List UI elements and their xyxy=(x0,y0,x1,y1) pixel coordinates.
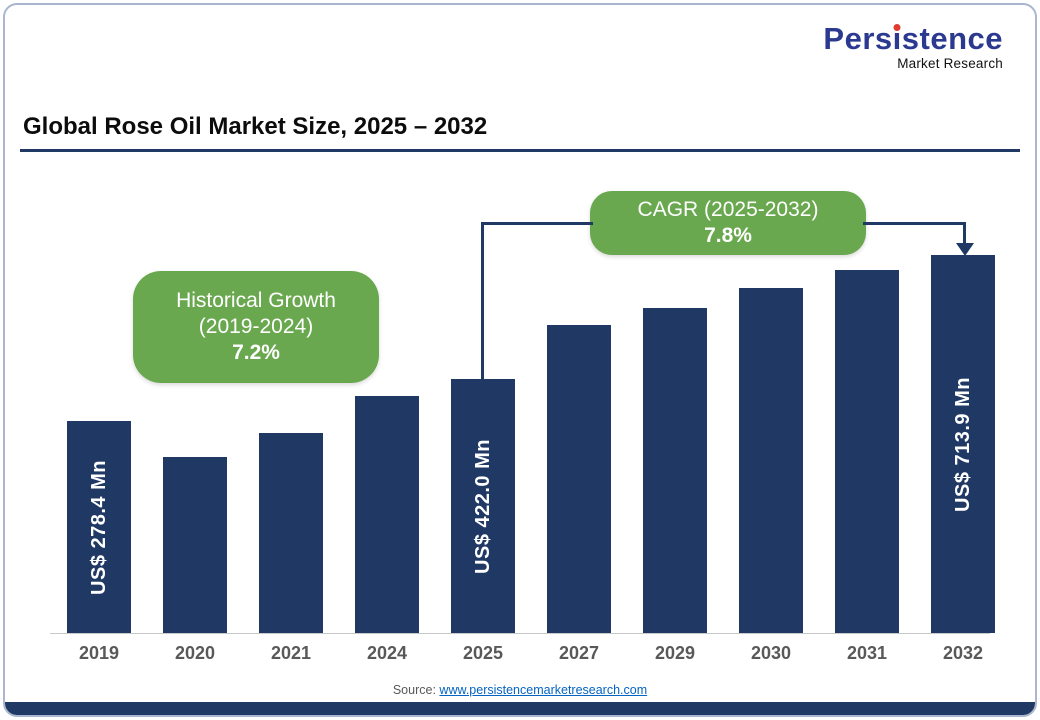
cagr-line1: CAGR (2025-2032) xyxy=(637,198,819,221)
bars: US$ 278.4 Mn 2019 2020 2021 2024 US$ 422.0 Mn… xyxy=(67,255,995,663)
bar-value-label-2032: US$ 713.9 Mn xyxy=(951,376,974,512)
x-axis-label-2029: 2029 xyxy=(654,643,696,663)
bottom-navy-strip xyxy=(5,702,1035,715)
bar-2020 xyxy=(163,457,227,633)
bar-2025: US$ 422.0 Mn xyxy=(451,379,515,633)
x-axis-label-2032: 2032 xyxy=(942,643,984,663)
historical-growth-value: 7.2% xyxy=(232,341,280,364)
bar-column-2025: US$ 422.0 Mn 2025 xyxy=(451,255,515,663)
x-axis-line xyxy=(50,633,990,634)
source-label: Source: xyxy=(392,683,436,697)
brand-letter-i-red-dot: ı xyxy=(892,21,902,56)
page-title: Global Rose Oil Market Size, 2025 – 2032 xyxy=(23,113,488,140)
connector-line-2025 xyxy=(481,222,484,379)
bar-2030 xyxy=(739,288,803,633)
page-frame: Persıstence Market Research Global Rose … xyxy=(3,3,1037,717)
x-axis-label-2020: 2020 xyxy=(174,643,216,663)
connector-line-right xyxy=(863,222,966,225)
bar-2021 xyxy=(259,433,323,633)
bar-2024 xyxy=(355,396,419,633)
bar-2019: US$ 278.4 Mn xyxy=(67,421,131,633)
connector-line-left xyxy=(481,222,593,225)
x-axis-label-2024: 2024 xyxy=(366,643,408,663)
x-axis-label-2025: 2025 xyxy=(462,643,504,663)
bar-column-2027: 2027 xyxy=(547,255,611,663)
historical-growth-line1: Historical Growth xyxy=(176,289,336,312)
bar-2027 xyxy=(547,325,611,633)
x-axis-label-2031: 2031 xyxy=(846,643,888,663)
bar-column-2019: US$ 278.4 Mn 2019 xyxy=(67,255,131,663)
bar-value-label-2019: US$ 278.4 Mn xyxy=(87,459,110,595)
cagr-callout: CAGR (2025-2032) 7.8% xyxy=(590,191,866,255)
brand-logo: Persıstence Market Research xyxy=(823,23,1003,71)
bar-column-2030: 2030 xyxy=(739,255,803,663)
source-link[interactable]: www.persistencemarketresearch.com xyxy=(439,683,648,697)
bar-column-2029: 2029 xyxy=(643,255,707,663)
historical-growth-line2: (2019-2024) xyxy=(198,315,314,338)
bar-2029 xyxy=(643,308,707,633)
historical-growth-callout: Historical Growth (2019-2024) 7.2% xyxy=(133,271,379,383)
bar-column-2020: 2020 xyxy=(163,255,227,663)
arrow-down-icon xyxy=(956,243,974,256)
title-underline xyxy=(20,149,1020,152)
brand-part1: Pers xyxy=(823,21,893,56)
x-axis-label-2021: 2021 xyxy=(270,643,312,663)
bar-column-2032: US$ 713.9 Mn 2032 xyxy=(931,255,995,663)
bar-2032: US$ 713.9 Mn xyxy=(931,255,995,633)
bar-column-2021: 2021 xyxy=(259,255,323,663)
bar-column-2031: 2031 xyxy=(835,255,899,663)
bar-column-2024: 2024 xyxy=(355,255,419,663)
connector-line-2032 xyxy=(963,222,966,244)
brand-part2: stence xyxy=(901,21,1003,56)
x-axis-label-2030: 2030 xyxy=(750,643,792,663)
brand-wordmark: Persıstence xyxy=(823,23,1003,54)
x-axis-label-2019: 2019 xyxy=(78,643,120,663)
source-line: Source: www.persistencemarketresearch.co… xyxy=(5,683,1035,697)
bar-2031 xyxy=(835,270,899,633)
bar-value-label-2025: US$ 422.0 Mn xyxy=(471,438,494,574)
brand-subtitle: Market Research xyxy=(897,56,1003,71)
x-axis-label-2027: 2027 xyxy=(558,643,600,663)
cagr-value: 7.8% xyxy=(704,224,752,247)
